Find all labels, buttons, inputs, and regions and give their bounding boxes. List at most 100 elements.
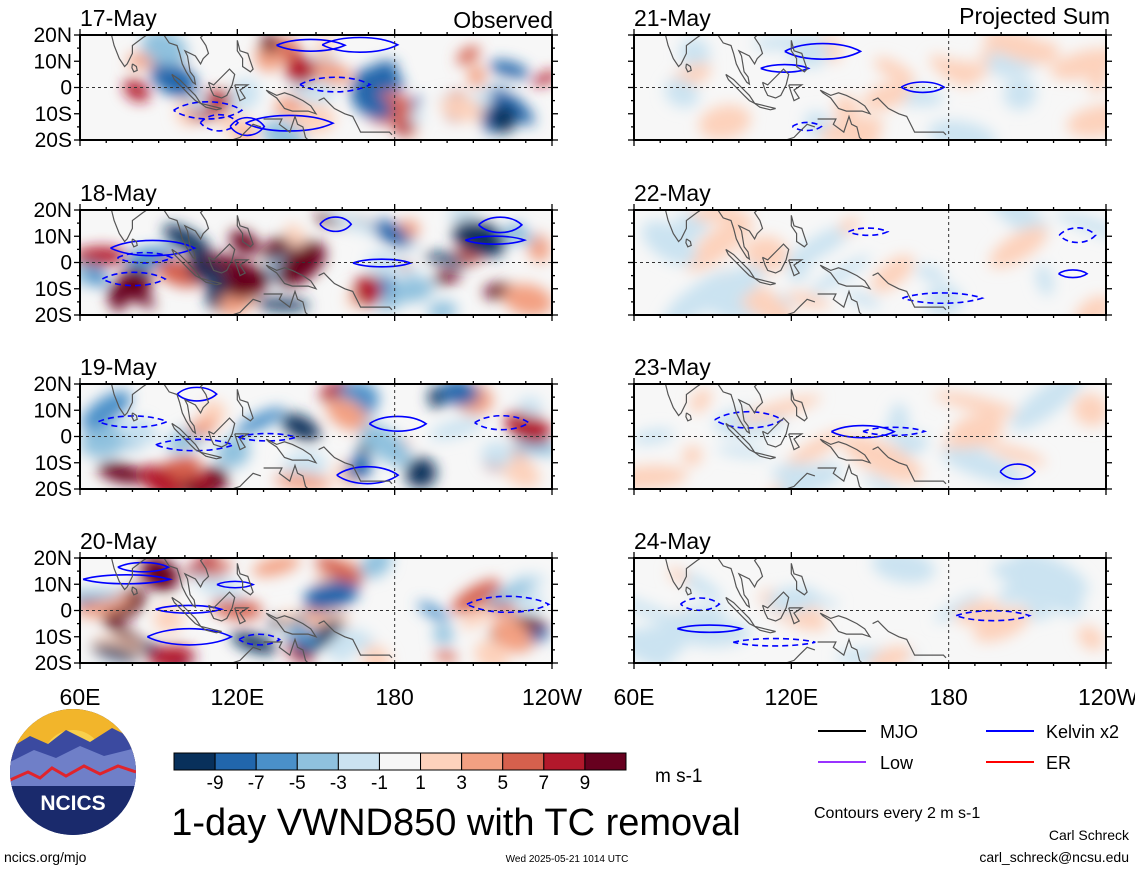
coastlines: [110, 384, 393, 489]
panel-date-label: 24-May: [634, 528, 711, 554]
panel-date-label: 23-May: [634, 354, 711, 380]
panel-ticks: [74, 378, 558, 495]
legend-er-label: ER: [1046, 753, 1071, 773]
x-tick-label: 120W: [522, 684, 582, 710]
panel-date-label: 20-May: [80, 528, 157, 554]
panel-ticks: [628, 29, 1112, 146]
legend-kelvin-label: Kelvin x2: [1046, 722, 1119, 742]
kelvin-contours: [848, 227, 1097, 305]
kelvin-contours: [98, 386, 531, 485]
y-tick-label: 10S: [35, 626, 72, 649]
y-tick-label: 0: [60, 600, 72, 623]
colorbar-level-label: -1: [371, 773, 388, 794]
y-tick-label: 10N: [33, 399, 72, 422]
footer-author: Carl Schreck: [1049, 827, 1130, 843]
y-tick-label: 20S: [35, 478, 72, 501]
x-tick-label: 180: [929, 684, 967, 710]
y-tick-label: 0: [60, 426, 72, 449]
column-label-projected: Projected Sum: [959, 3, 1110, 29]
x-tick-label: 60E: [614, 684, 655, 710]
chart-title: 1-day VWND850 with TC removal: [171, 802, 740, 844]
y-tick-label: 20S: [35, 652, 72, 675]
coastlines: [110, 558, 393, 663]
x-tick-label: 120W: [1078, 684, 1135, 710]
x-tick-labels: 60E 120E 180 120W 60E 120E 180 120W: [60, 684, 1135, 710]
panel-date-label: 19-May: [80, 354, 157, 380]
coastlines: [664, 210, 947, 315]
y-tick-labels: 20N 10N 0 10S 20S: [33, 547, 72, 675]
y-tick-label: 20S: [35, 129, 72, 152]
y-tick-label: 0: [60, 77, 72, 100]
logo-text: NCICS: [40, 792, 105, 815]
anomaly-field: [80, 384, 552, 489]
panel-ticks: [628, 204, 1112, 321]
colorbar-swatch: [584, 752, 627, 771]
panel-observed-1: 17-May 20N 10N 0 10S 20S: [33, 5, 558, 152]
ncics-logo: NCICS: [10, 709, 136, 835]
legend-mjo-label: MJO: [880, 722, 918, 742]
colorbar-swatch: [420, 752, 463, 771]
panel-ticks: [74, 552, 558, 669]
y-tick-label: 20N: [33, 199, 72, 222]
panel-observed-4: 20-May 20N 10N 0 10S 20S: [33, 528, 558, 675]
y-tick-label: 20N: [33, 373, 72, 396]
x-tick-label: 120E: [764, 684, 818, 710]
units-label: m s-1: [655, 766, 703, 787]
panel-ticks: [74, 204, 558, 321]
y-tick-label: 20N: [33, 547, 72, 570]
footer-link[interactable]: ncics.org/mjo: [4, 849, 87, 865]
colorbar-level-label: -7: [248, 773, 265, 794]
anomaly-field: [634, 558, 1104, 663]
panel-ticks: [628, 378, 1112, 495]
kelvin-contours: [677, 597, 1032, 647]
panel-grid: 17-May20N10N010S20S18-May20N10N010S20S19…: [33, 5, 1112, 675]
colorbar-level-label: 1: [415, 773, 426, 794]
colorbar-swatch: [543, 752, 586, 771]
colorbar-level-label: 5: [497, 773, 508, 794]
colorbar-swatch: [173, 752, 216, 771]
colorbar-swatch: [502, 752, 545, 771]
colorbar-swatch: [296, 752, 339, 771]
panel-ticks: [74, 29, 558, 146]
y-tick-label: 10S: [35, 103, 72, 126]
contour-note: Contours every 2 m s-1: [814, 805, 980, 822]
colorbar-swatch: [214, 752, 257, 771]
y-tick-labels: 20N 10N 0 10S 20S: [33, 24, 72, 152]
y-tick-label: 10S: [35, 278, 72, 301]
colorbar-swatch: [378, 752, 422, 771]
x-tick-label: 120E: [210, 684, 264, 710]
legend: MJO Kelvin x2 Low ER Contours every 2 m …: [814, 722, 1119, 822]
y-tick-labels: 20N 10N 0 10S 20S: [33, 373, 72, 501]
colorbar-level-label: -9: [207, 773, 224, 794]
panel-observed-3: 19-May 20N 10N 0 10S 20S: [33, 354, 558, 501]
y-tick-label: 20S: [35, 304, 72, 327]
y-tick-label: 10N: [33, 573, 72, 596]
footer-email[interactable]: carl_schreck@ncsu.edu: [979, 849, 1129, 865]
x-tick-label: 180: [375, 684, 413, 710]
panel-observed-2: 18-May 20N 10N 0 10S 20S: [33, 180, 558, 327]
panel-ticks: [628, 552, 1112, 669]
colorbar-swatch: [255, 752, 298, 771]
colorbar-level-label: 3: [456, 773, 467, 794]
x-tick-label: 60E: [60, 684, 101, 710]
colorbar-level-label: 7: [539, 773, 550, 794]
panel-date-label: 21-May: [634, 5, 711, 31]
panel-projected-1: 21-May: [628, 5, 1112, 146]
coastlines: [110, 210, 393, 315]
panel-projected-4: 24-May: [628, 528, 1112, 669]
panel-projected-3: 23-May: [628, 354, 1112, 495]
panel-date-label: 18-May: [80, 180, 157, 206]
panel-date-label: 17-May: [80, 5, 157, 31]
colorbar-swatch: [461, 752, 504, 771]
colorbar-level-label: 9: [580, 773, 591, 794]
y-tick-label: 10S: [35, 452, 72, 475]
y-tick-label: 10N: [33, 50, 72, 73]
y-tick-labels: 20N 10N 0 10S 20S: [33, 199, 72, 327]
y-tick-label: 10N: [33, 225, 72, 248]
colorbar-level-label: -5: [289, 773, 306, 794]
kelvin-contours: [760, 42, 946, 132]
colorbar: -9 -7 -5 -3 -1 1 3 5 7 9: [173, 752, 627, 794]
panel-date-label: 22-May: [634, 180, 711, 206]
footer-timestamp: Wed 2025-05-21 1014 UTC: [506, 854, 629, 865]
